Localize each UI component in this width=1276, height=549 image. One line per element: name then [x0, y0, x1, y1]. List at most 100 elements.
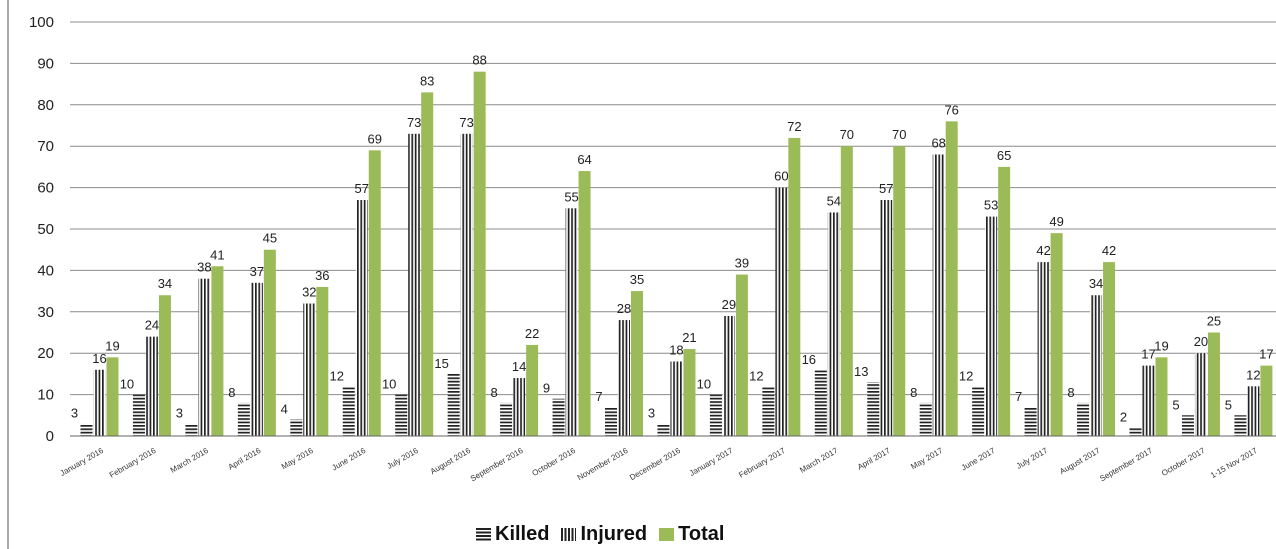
- x-tick-label: May 2016: [280, 446, 315, 472]
- data-label-killed: 5: [1225, 397, 1232, 412]
- data-label-injured: 53: [984, 198, 998, 213]
- x-tick-label: December 2016: [628, 446, 682, 483]
- bar-total: [998, 166, 1011, 436]
- bar-injured: [93, 369, 106, 436]
- x-tick-label: April 2017: [856, 446, 892, 472]
- bar-killed: [447, 373, 460, 436]
- data-label-injured: 24: [145, 318, 159, 333]
- bar-injured: [670, 361, 683, 436]
- y-tick-label: 50: [37, 221, 54, 238]
- bar-total: [158, 295, 171, 436]
- bar-killed: [814, 369, 827, 436]
- data-label-total: 70: [840, 127, 854, 142]
- bar-killed: [1077, 402, 1090, 436]
- data-label-total: 42: [1102, 243, 1116, 258]
- bar-killed: [342, 386, 355, 436]
- data-label-total: 41: [210, 247, 224, 262]
- bar-total: [1103, 262, 1116, 436]
- data-label-injured: 54: [827, 193, 841, 208]
- data-label-total: 34: [158, 276, 172, 291]
- legend-swatch-killed: [476, 528, 491, 541]
- bar-killed: [709, 394, 722, 436]
- bar-group: 16 54 70: [802, 127, 854, 436]
- data-label-killed: 8: [490, 385, 497, 400]
- data-label-total: 19: [1154, 338, 1168, 353]
- data-label-injured: 73: [407, 115, 421, 130]
- data-label-total: 21: [682, 330, 696, 345]
- bar-group: 5 20 25: [1172, 314, 1221, 436]
- x-tick-label: September 2016: [469, 446, 525, 484]
- bar-injured: [408, 133, 421, 436]
- chart-legend: Killed Injured Total: [476, 523, 736, 546]
- bar-total: [368, 150, 381, 436]
- bar-total: [1207, 332, 1220, 436]
- data-label-total: 72: [787, 119, 801, 134]
- data-label-injured: 29: [722, 297, 736, 312]
- bar-injured: [1247, 386, 1260, 436]
- data-label-injured: 12: [1246, 367, 1260, 382]
- x-tick-label: November 2016: [576, 446, 630, 483]
- data-label-total: 83: [420, 73, 434, 88]
- legend-label-killed: Killed: [495, 523, 550, 545]
- legend-label-injured: Injured: [580, 523, 648, 545]
- data-label-killed: 4: [281, 401, 288, 416]
- data-label-total: 88: [472, 53, 486, 68]
- x-tick-label: September 2017: [1098, 446, 1154, 484]
- x-tick-label: July 2016: [386, 446, 421, 471]
- data-label-injured: 57: [879, 181, 893, 196]
- bar-killed: [867, 382, 880, 436]
- data-label-killed: 7: [595, 389, 602, 404]
- bar-group: 10 29 39: [697, 256, 749, 436]
- y-tick-label: 100: [29, 14, 54, 31]
- data-label-killed: 7: [1015, 389, 1022, 404]
- bar-injured: [880, 200, 893, 436]
- data-label-killed: 9: [543, 381, 550, 396]
- bar-killed: [395, 394, 408, 436]
- data-label-injured: 20: [1194, 334, 1208, 349]
- y-tick-label: 40: [37, 262, 54, 279]
- data-label-injured: 14: [512, 359, 526, 374]
- data-label-injured: 17: [1141, 347, 1155, 362]
- y-tick-label: 10: [37, 387, 54, 404]
- data-label-killed: 3: [176, 406, 183, 421]
- data-label-total: 69: [368, 131, 382, 146]
- bar-group: 4 32 36: [281, 268, 330, 436]
- bar-group: 12 53 65: [959, 148, 1011, 436]
- bar-total: [211, 266, 224, 436]
- bar-injured: [565, 208, 578, 436]
- x-tick-label: July 2017: [1015, 446, 1050, 471]
- x-tick-label: August 2017: [1058, 446, 1102, 477]
- x-tick-label: 1-15 Nov 2017: [1209, 446, 1259, 480]
- data-label-total: 35: [630, 272, 644, 287]
- data-label-total: 39: [735, 256, 749, 271]
- x-tick-label: May 2017: [909, 446, 944, 472]
- bar-total: [578, 171, 591, 437]
- bar-injured: [827, 212, 840, 436]
- bar-group: 8 68 76: [910, 102, 959, 437]
- bar-killed: [605, 407, 617, 436]
- data-label-injured: 42: [1036, 243, 1050, 258]
- data-label-killed: 12: [959, 368, 973, 383]
- legend-swatch-injured: [561, 528, 577, 541]
- bar-total: [631, 291, 643, 436]
- data-label-killed: 8: [1067, 385, 1074, 400]
- y-tick-label: 60: [37, 180, 54, 197]
- y-tick-label: 80: [37, 97, 54, 114]
- legend-item-killed: Killed: [476, 523, 549, 546]
- bar-injured: [1142, 365, 1155, 436]
- bar-killed: [132, 394, 145, 436]
- bar-total: [683, 349, 696, 436]
- bar-injured: [985, 216, 998, 436]
- data-label-total: 17: [1259, 347, 1273, 362]
- bar-injured: [198, 278, 211, 436]
- bar-total: [106, 357, 119, 436]
- bar-injured: [722, 315, 735, 436]
- data-label-injured: 37: [250, 264, 264, 279]
- bar-total: [735, 274, 748, 436]
- bar-group: 10 24 34: [120, 276, 172, 436]
- data-label-killed: 8: [228, 385, 235, 400]
- bar-total: [473, 71, 486, 437]
- bar-killed: [1234, 415, 1247, 436]
